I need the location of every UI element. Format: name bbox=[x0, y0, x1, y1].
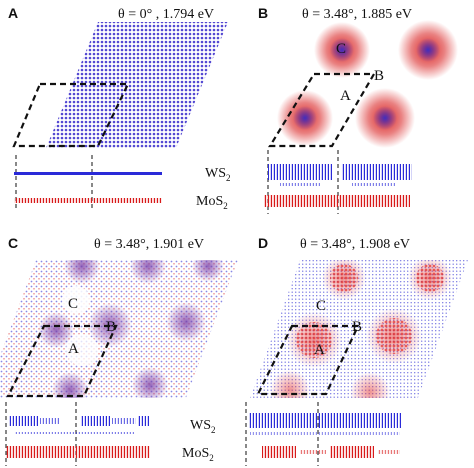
panel-d-title: θ = 3.48°, 1.908 eV bbox=[300, 237, 410, 252]
panel-c: C θ = 3.48°, 1.901 eV C A B bbox=[0, 235, 238, 466]
panel-d-lattice bbox=[250, 260, 468, 398]
panel-b: B θ = 3.48°, 1.885 eV C A B bbox=[258, 5, 458, 214]
panel-c-title: θ = 3.48°, 1.901 eV bbox=[94, 237, 204, 252]
panel-b-profile bbox=[264, 150, 412, 214]
panel-c-profile bbox=[5, 402, 150, 466]
panel-d-region-b: B bbox=[352, 319, 362, 335]
panel-c-legend-mos2: MoS2 bbox=[182, 446, 214, 463]
panel-b-label: B bbox=[258, 5, 268, 21]
panel-c-region-c: C bbox=[68, 296, 78, 312]
panel-d-region-a: A bbox=[314, 342, 325, 358]
panel-b-region-b: B bbox=[374, 68, 384, 84]
panel-d-profile bbox=[245, 402, 402, 466]
panel-a-profile bbox=[14, 155, 162, 210]
panel-c-region-a: A bbox=[68, 341, 79, 357]
panel-a-lattice bbox=[46, 22, 228, 148]
panel-d: D θ = 3.48°, 1.908 eV C A B bbox=[245, 235, 468, 466]
panel-a-supercell bbox=[12, 82, 130, 148]
panel-b-region-c: C bbox=[336, 41, 346, 57]
panel-a-mos2-band bbox=[14, 198, 162, 203]
panel-d-label: D bbox=[258, 235, 268, 251]
panel-a-ws2-band bbox=[14, 172, 162, 175]
panel-d-region-c: C bbox=[316, 298, 326, 314]
panel-a-label: A bbox=[8, 5, 18, 21]
panel-a: A θ = 0° , 1.794 eV WS2 MoS2 bbox=[8, 5, 231, 211]
panel-b-region-a: A bbox=[340, 88, 351, 104]
panel-c-region-b: B bbox=[106, 319, 116, 335]
panel-c-legend-ws2: WS2 bbox=[190, 418, 216, 435]
panel-c-label: C bbox=[8, 235, 18, 251]
panel-a-legend-ws2: WS2 bbox=[205, 166, 231, 183]
panel-b-density-lobes bbox=[277, 20, 458, 148]
panel-b-title: θ = 3.48°, 1.885 eV bbox=[302, 7, 412, 22]
panel-c-lattice bbox=[0, 260, 238, 398]
panel-d-supercell bbox=[256, 324, 360, 396]
panel-b-supercell bbox=[268, 72, 376, 148]
panel-a-legend-mos2: MoS2 bbox=[196, 194, 228, 211]
panel-a-title: θ = 0° , 1.794 eV bbox=[118, 7, 214, 22]
panel-c-supercell bbox=[6, 324, 118, 398]
